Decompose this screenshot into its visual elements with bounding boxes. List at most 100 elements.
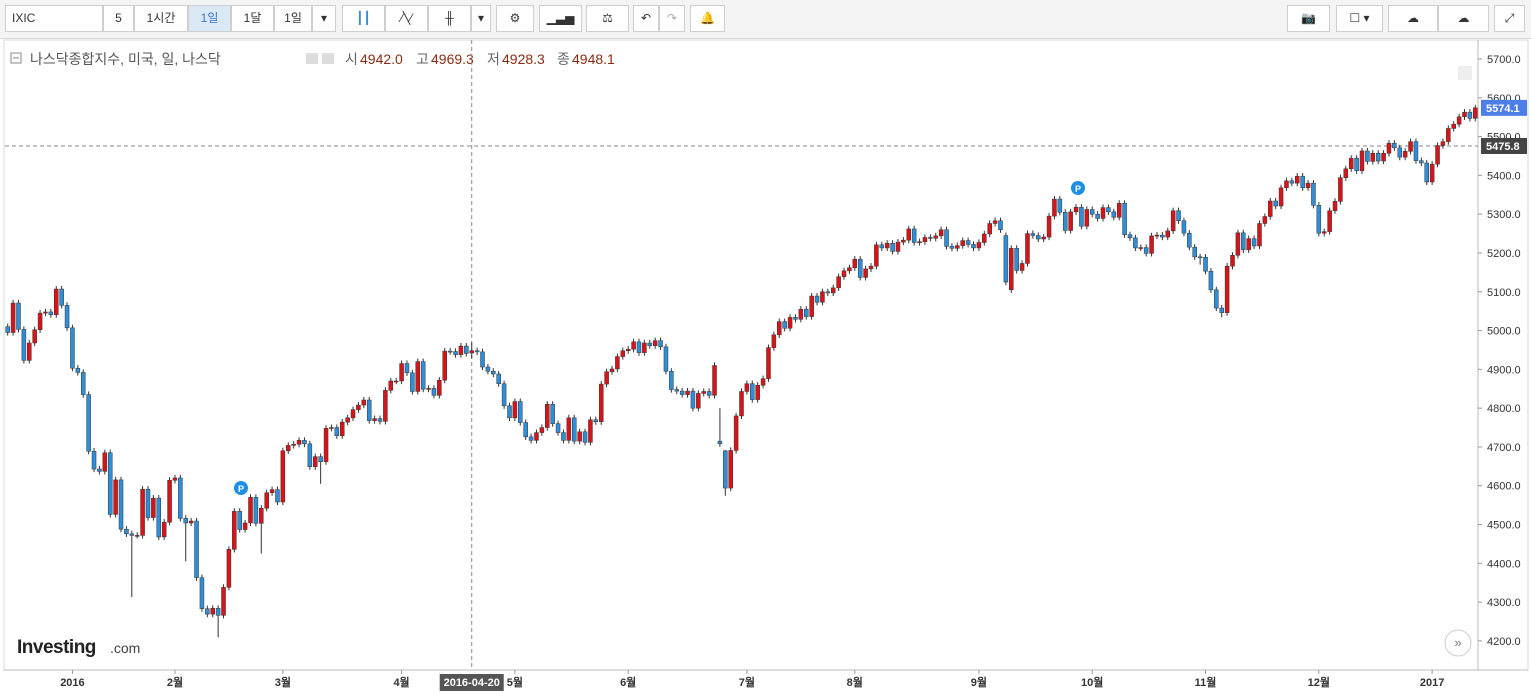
candle-body [264, 492, 269, 509]
candle-body [733, 415, 739, 451]
candle-body [1219, 307, 1224, 313]
event-marker [1071, 181, 1085, 195]
y-tick-label: 5000.0 [1487, 326, 1521, 338]
candle-body [1338, 177, 1343, 202]
candle-body [884, 243, 890, 249]
candle-body [420, 361, 426, 390]
candle-body [1440, 141, 1446, 146]
candle-body [1170, 210, 1176, 232]
dropdown-button[interactable]: ▾ [471, 5, 491, 32]
candle-body [199, 577, 205, 609]
candle-body [803, 308, 809, 317]
candle-body [210, 608, 215, 615]
candle-body [723, 450, 728, 489]
candle-body [469, 350, 474, 354]
candle-body [59, 288, 64, 306]
candle-body [955, 245, 960, 249]
candle-body [949, 246, 955, 249]
candle-body [1424, 162, 1429, 183]
candle-body [410, 372, 415, 392]
candle-body [1462, 111, 1467, 118]
bar-type-button[interactable]: ╫ [428, 5, 471, 32]
event-marker-label: P [238, 484, 244, 494]
candle-body [534, 432, 539, 441]
candle-body [1456, 116, 1462, 125]
alert-button[interactable]: 🔔 [690, 5, 725, 32]
candle-body [545, 404, 550, 428]
scroll-handle[interactable] [1458, 66, 1472, 80]
candle-body [1397, 147, 1403, 158]
candle-body [674, 389, 680, 392]
candle-body [571, 417, 577, 442]
candle-body [1192, 246, 1197, 258]
candle-body [1214, 289, 1219, 309]
candle-body [1036, 235, 1041, 240]
line-type-button[interactable]: ⁄╲⁄ [385, 5, 428, 32]
candle-body [1019, 263, 1025, 271]
candle-body [696, 393, 701, 409]
candle-body [426, 388, 431, 390]
compare-button[interactable]: ⚖ [586, 5, 629, 32]
visibility-icon[interactable] [306, 53, 318, 64]
candle-body [134, 535, 140, 537]
candle-body [1370, 153, 1376, 162]
snapshot-button[interactable]: 📷 [1287, 5, 1330, 32]
candle-body [1052, 198, 1057, 217]
candle-body [1079, 206, 1084, 227]
candle-body [1273, 200, 1278, 207]
candle-body [1268, 200, 1273, 217]
save-button[interactable]: ☁ [1438, 5, 1489, 32]
candle-body [54, 288, 59, 315]
indicator-button[interactable]: ▁▃▅ [539, 5, 582, 32]
last-price-label: 5574.1 [1486, 103, 1520, 115]
candle-body [156, 497, 162, 538]
candle-body [717, 440, 723, 445]
candle-body [1030, 233, 1036, 236]
candle-body [1305, 182, 1311, 189]
crosshair-x-label: 2016-04-20 [444, 677, 500, 689]
settings-icon[interactable] [322, 53, 334, 64]
x-tick-label: 9월 [971, 675, 987, 689]
interval-button[interactable]: 1시간 [134, 5, 188, 32]
candle-type-button[interactable]: ┃┃ [342, 5, 385, 32]
candle-body [1176, 210, 1181, 222]
candle-body [1251, 238, 1257, 247]
interval-button[interactable]: 1일 [274, 5, 312, 32]
candle-body [1321, 231, 1327, 234]
candle-body [296, 440, 302, 445]
candle-body [70, 327, 75, 369]
settings-button[interactable]: ⚙ [496, 5, 534, 32]
candle-body [755, 385, 760, 400]
candle-body [485, 366, 491, 372]
candle-body [744, 383, 750, 392]
candle-body [1446, 128, 1451, 142]
candle-body [874, 244, 879, 267]
symbol-input[interactable]: IXIC [5, 5, 103, 32]
candle-body [1289, 180, 1295, 184]
collapse-icon[interactable] [10, 52, 22, 64]
candle-body [75, 367, 81, 373]
candle-body [561, 432, 566, 441]
redo-button[interactable]: ↷ [659, 5, 685, 32]
candle-body [728, 450, 733, 489]
undo-button[interactable]: ↶ [633, 5, 659, 32]
candle-body [917, 241, 922, 243]
candle-body [1111, 211, 1117, 218]
interval-button[interactable]: 1달 [231, 5, 274, 32]
scroll-right-button[interactable] [1444, 629, 1472, 657]
candle-body [901, 239, 906, 243]
candle-body [501, 383, 507, 407]
candle-body [431, 388, 437, 396]
template-button[interactable]: ☐ ▾ [1336, 5, 1383, 32]
fullscreen-button[interactable]: ⤢ [1494, 5, 1525, 32]
candle-body [1181, 220, 1187, 234]
load-button[interactable]: ☁ [1388, 5, 1438, 32]
candle-body [938, 229, 944, 237]
candle-body [550, 404, 555, 424]
dropdown-button[interactable]: ▾ [312, 5, 336, 32]
x-tick-label: 11월 [1195, 675, 1217, 689]
interval-button[interactable]: 1일 [188, 5, 231, 32]
interval-button[interactable]: 5 [103, 5, 134, 32]
candle-body [863, 268, 868, 278]
